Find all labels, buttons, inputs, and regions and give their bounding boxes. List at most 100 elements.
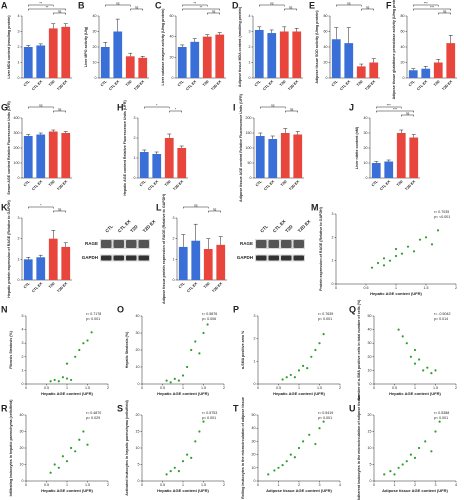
x-tick-label: 2 — [455, 386, 457, 390]
point — [165, 473, 168, 476]
blot-band — [126, 255, 137, 261]
error-bar — [359, 63, 364, 67]
x-tick-label: 1 — [414, 386, 416, 390]
y-tick-label: 40 — [401, 45, 405, 49]
x-tick-label: 1 — [394, 483, 396, 487]
x-tick-label: T2D — [125, 79, 133, 87]
error-bar — [386, 159, 391, 162]
y-tick-label: 2 — [254, 337, 256, 341]
blot-background — [100, 239, 150, 249]
bar — [36, 257, 46, 280]
significance-bracket — [169, 110, 182, 113]
significance-bracket — [260, 106, 286, 109]
point — [394, 254, 398, 258]
y-tick-label: 30 — [364, 131, 368, 135]
y-tick-label: 2 — [134, 136, 136, 140]
point — [388, 259, 392, 262]
x-tick-label: 1.5 — [85, 386, 90, 390]
bar — [215, 34, 225, 78]
y-tick-label: 1 — [134, 156, 136, 160]
point — [169, 381, 172, 384]
x-tick-label: CTL — [254, 79, 262, 87]
blot-band — [101, 255, 112, 261]
p-annotation: p= 0.029 — [86, 416, 100, 420]
point — [434, 430, 437, 433]
y-tick-label: 0 — [249, 76, 251, 80]
point — [430, 450, 433, 453]
significance-bracket — [413, 8, 451, 11]
significance-label: ns — [289, 6, 293, 10]
significance-bracket — [28, 206, 54, 209]
point — [277, 466, 280, 469]
x-tick-label: 0.5 — [392, 386, 397, 390]
point — [382, 257, 386, 260]
y-tick-label: 150 — [246, 131, 252, 135]
error-bar — [51, 230, 56, 239]
y-tick-label: 0 — [332, 282, 334, 286]
x-tick-label: T2D EX — [56, 179, 68, 191]
point — [394, 247, 398, 251]
point — [194, 440, 197, 443]
point — [194, 340, 197, 343]
x-tick-label: CTL EX — [185, 79, 197, 91]
bar — [190, 41, 200, 78]
point — [302, 364, 305, 367]
significance-label: ns — [290, 108, 294, 112]
error-bar — [154, 151, 159, 154]
error-bar — [270, 135, 275, 139]
point — [322, 420, 325, 423]
point — [186, 365, 189, 369]
x-tick-label: 0.5 — [160, 483, 165, 487]
panel-letter: R — [1, 403, 8, 413]
x-tick-label: 3 — [435, 483, 437, 487]
point — [297, 446, 301, 450]
x-tick-label: CTL — [23, 79, 31, 87]
x-tick-label: 1 — [66, 483, 68, 487]
point — [318, 427, 321, 430]
y-tick-label: 20 — [20, 446, 24, 450]
bar — [396, 133, 406, 178]
y-tick-label: 10 — [136, 446, 140, 450]
panel-letter: J — [349, 102, 354, 112]
x-tick-label: 1 — [182, 483, 184, 487]
significance-bracket — [28, 8, 66, 11]
y-axis-label: Rolling leukocytes in the microcirculati… — [241, 397, 245, 499]
significance-bracket — [183, 206, 209, 209]
bar — [369, 62, 379, 78]
bar — [23, 259, 33, 280]
blot-row-label: RAGE — [240, 241, 253, 246]
point — [430, 372, 433, 375]
error-bar — [142, 149, 147, 152]
y-axis-label: Activated leukocytes in hepatic parenchy… — [125, 399, 129, 495]
y-tick-label: 100 — [246, 146, 252, 150]
p-annotation: p< 0.001 — [434, 416, 448, 420]
panel-letter: O — [117, 304, 124, 314]
y-axis-label: Number of α-SMA positive cells in total … — [357, 299, 361, 401]
y-tick-label: 10 — [364, 161, 368, 165]
significance-label: *** — [387, 104, 392, 108]
significance-label: ns — [443, 10, 447, 14]
y-tick-label: 20 — [252, 453, 256, 457]
point — [181, 460, 185, 463]
x-tick-label: T2D EX — [172, 179, 184, 191]
x-tick-label: CTL EX — [262, 79, 274, 91]
point — [74, 450, 77, 453]
y-tick-label: 40 — [170, 35, 174, 39]
p-annotation: p< 0.001 — [86, 317, 100, 321]
panel-letter: E — [309, 0, 315, 10]
bar — [177, 148, 187, 178]
significance-label: ns — [39, 104, 43, 108]
panel-letter: U — [349, 403, 356, 413]
y-axis-label: Serum AGE content Relative Fluorescence … — [7, 100, 11, 194]
panel-letter: A — [1, 0, 8, 10]
y-tick-label: 20 — [368, 413, 372, 417]
error-bar — [374, 161, 379, 163]
point — [78, 438, 81, 441]
blot-background — [255, 239, 305, 249]
error-bar — [179, 145, 184, 148]
panel-letter: F — [386, 0, 392, 10]
x-tick-label: CTL — [100, 79, 108, 87]
bar — [164, 138, 174, 178]
y-tick-label: 3 — [249, 29, 251, 33]
y-tick-label: 1 — [332, 259, 334, 263]
